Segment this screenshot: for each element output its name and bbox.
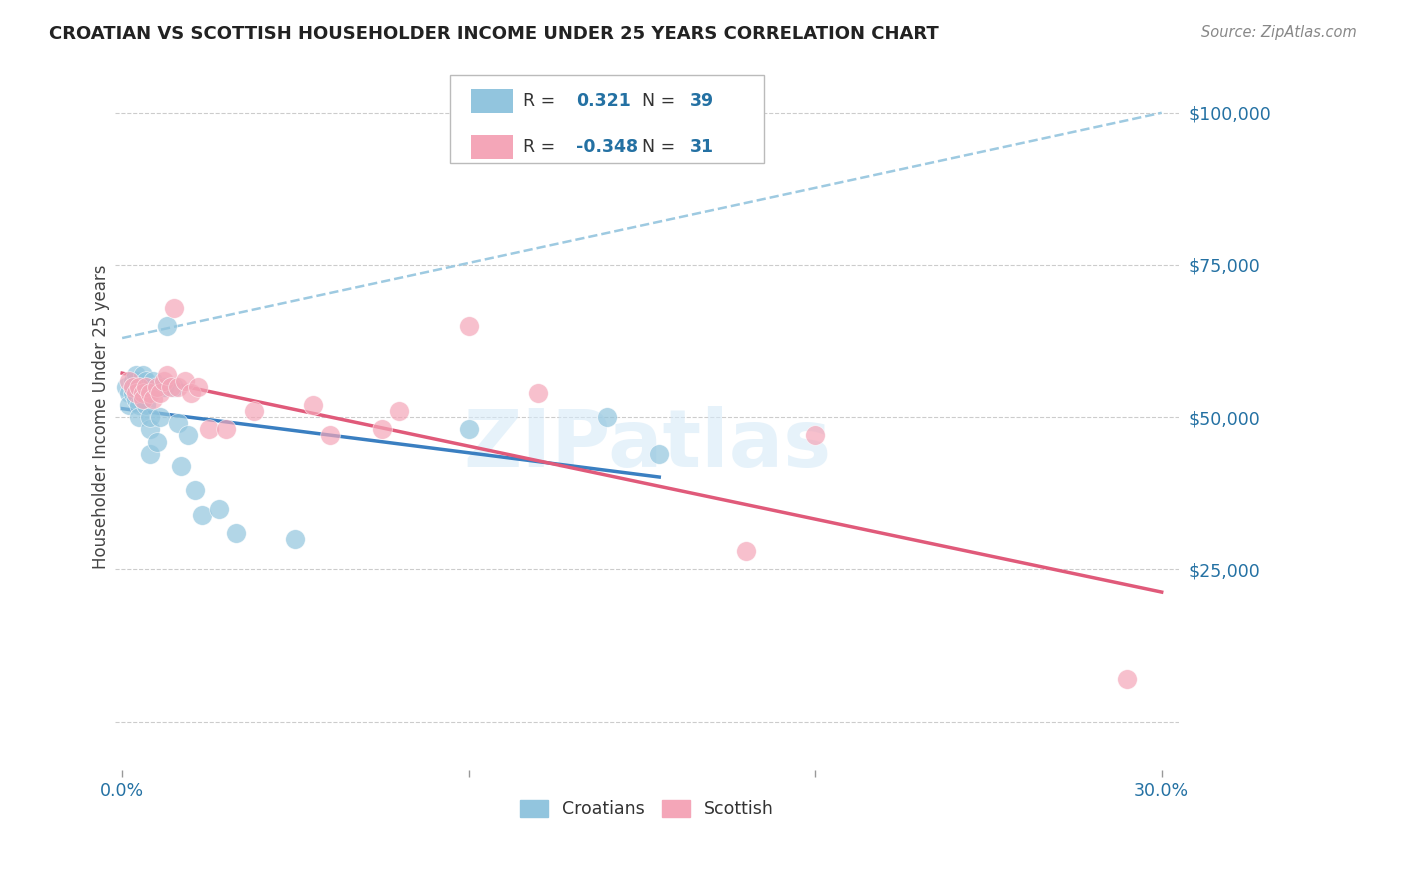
Point	[243, 404, 266, 418]
Point	[118, 398, 141, 412]
Point	[128, 380, 150, 394]
Point	[135, 374, 157, 388]
Point	[146, 434, 169, 449]
Point	[125, 392, 148, 406]
Point	[132, 385, 155, 400]
Text: ZIPatlas: ZIPatlas	[463, 407, 831, 484]
Point	[371, 422, 394, 436]
Point	[125, 368, 148, 382]
Point	[128, 380, 150, 394]
Point	[118, 385, 141, 400]
Point	[159, 380, 181, 394]
Point	[142, 380, 165, 394]
Text: -0.348: -0.348	[576, 137, 638, 156]
Point	[527, 385, 550, 400]
Point	[156, 318, 179, 333]
Point	[191, 508, 214, 522]
Point	[163, 380, 186, 394]
Point	[135, 385, 157, 400]
Point	[208, 501, 231, 516]
Point	[225, 525, 247, 540]
FancyBboxPatch shape	[471, 135, 513, 159]
Point	[187, 380, 209, 394]
Y-axis label: Householder Income Under 25 years: Householder Income Under 25 years	[93, 265, 110, 569]
FancyBboxPatch shape	[471, 89, 513, 112]
Point	[284, 532, 307, 546]
Point	[125, 385, 148, 400]
Point	[135, 398, 157, 412]
Point	[152, 374, 174, 388]
FancyBboxPatch shape	[450, 75, 763, 163]
Point	[648, 447, 671, 461]
Point	[121, 380, 143, 394]
Point	[125, 374, 148, 388]
Point	[142, 392, 165, 406]
Point	[139, 410, 162, 425]
Point	[118, 374, 141, 388]
Point	[156, 368, 179, 382]
Text: R =: R =	[523, 137, 561, 156]
Point	[301, 398, 323, 412]
Point	[163, 301, 186, 315]
Text: Source: ZipAtlas.com: Source: ZipAtlas.com	[1201, 25, 1357, 40]
Point	[135, 380, 157, 394]
Point	[142, 374, 165, 388]
Point	[173, 374, 195, 388]
Point	[197, 422, 219, 436]
Point	[121, 374, 143, 388]
Point	[804, 428, 827, 442]
Point	[1116, 672, 1139, 686]
Point	[180, 385, 202, 400]
Point	[152, 380, 174, 394]
Point	[149, 385, 172, 400]
Point	[596, 410, 619, 425]
Point	[128, 398, 150, 412]
Point	[215, 422, 238, 436]
Point	[734, 544, 756, 558]
Text: 0.321: 0.321	[576, 92, 631, 110]
Point	[388, 404, 411, 418]
Text: R =: R =	[523, 92, 561, 110]
Point	[184, 483, 207, 498]
Point	[121, 380, 143, 394]
Point	[132, 392, 155, 406]
Point	[132, 392, 155, 406]
Point	[139, 385, 162, 400]
Point	[166, 380, 188, 394]
Point	[149, 410, 172, 425]
Point	[132, 380, 155, 394]
Point	[139, 447, 162, 461]
Point	[132, 368, 155, 382]
Text: CROATIAN VS SCOTTISH HOUSEHOLDER INCOME UNDER 25 YEARS CORRELATION CHART: CROATIAN VS SCOTTISH HOUSEHOLDER INCOME …	[49, 25, 939, 43]
Text: N =: N =	[641, 92, 681, 110]
Legend: Croatians, Scottish: Croatians, Scottish	[513, 793, 780, 825]
Point	[457, 422, 479, 436]
Point	[139, 422, 162, 436]
Point	[319, 428, 342, 442]
Point	[166, 417, 188, 431]
Point	[146, 380, 169, 394]
Point	[128, 410, 150, 425]
Text: 31: 31	[690, 137, 714, 156]
Text: 39: 39	[690, 92, 714, 110]
Point	[121, 385, 143, 400]
Point	[114, 380, 136, 394]
Point	[457, 318, 479, 333]
Point	[177, 428, 200, 442]
Point	[170, 458, 193, 473]
Text: N =: N =	[641, 137, 681, 156]
